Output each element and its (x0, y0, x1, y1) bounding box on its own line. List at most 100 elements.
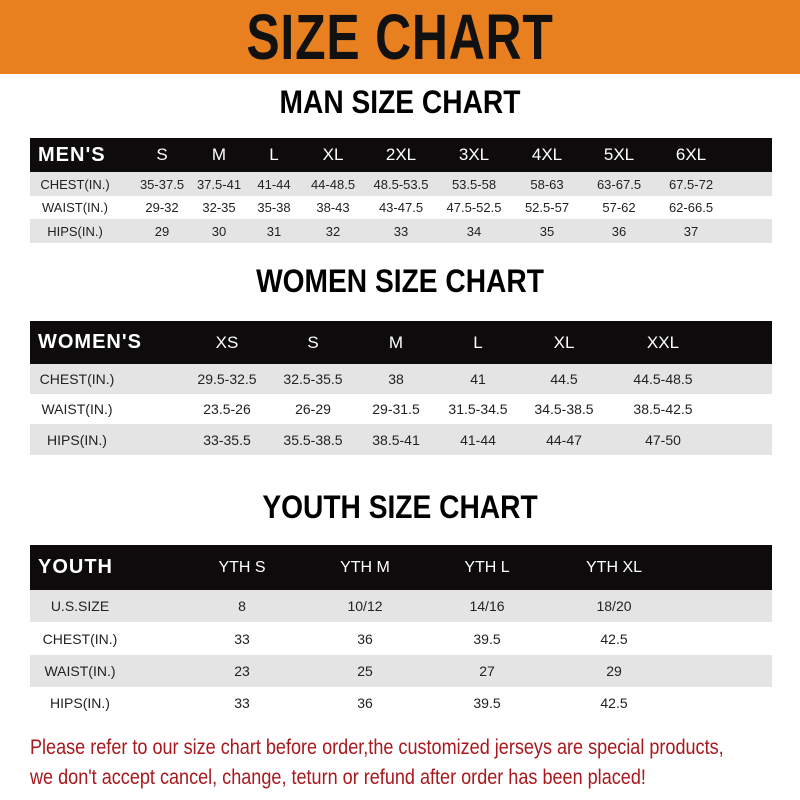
size-column-header: L (269, 145, 279, 164)
table-cell: 10/12 (347, 598, 383, 614)
table-cell: 37 (683, 223, 699, 239)
table-cell: 35 (539, 223, 555, 239)
table-cell: 29 (154, 223, 170, 239)
size-column-header: YTH L (464, 558, 510, 576)
table-cell: 33-35.5 (203, 431, 251, 448)
table-header-row: WOMEN'S XS S M L XL XXL (30, 321, 772, 364)
table-cell: 44-48.5 (310, 176, 356, 192)
table-cell: 39.5 (473, 694, 501, 711)
table-header-label: WOMEN'S (38, 331, 142, 353)
table-cell: 32-35 (202, 200, 236, 215)
table-cell: 44.5 (550, 371, 578, 387)
size-column-header: XS (215, 332, 239, 352)
size-column-header: 5XL (603, 145, 635, 164)
table-cell: 29-32 (145, 200, 179, 215)
table-cell: 33 (393, 223, 409, 239)
table-cell: 52.5-57 (524, 200, 570, 215)
row-label: HIPS(IN.) (47, 431, 107, 448)
table-cell: 35-37.5 (139, 176, 185, 192)
row-label: CHEST(IN.) (42, 630, 118, 647)
size-column-header: 3XL (458, 145, 490, 164)
size-column-header: YTH S (218, 558, 266, 576)
table-cell: 14/16 (469, 598, 505, 614)
size-column-header: L (473, 332, 483, 352)
size-column-header: 2XL (385, 145, 417, 164)
table-cell: 23 (234, 663, 250, 679)
table-cell: 36 (357, 694, 373, 711)
row-label: WAIST(IN.) (42, 200, 108, 215)
table-cell: 39.5 (473, 630, 501, 647)
table-cell: 41 (470, 371, 486, 387)
table-row: CHEST(IN.) 33 36 39.5 42.5 (30, 622, 772, 655)
table-cell: 53.5-58 (451, 176, 497, 192)
size-column-header: M (211, 145, 227, 164)
table-cell: 37.5-41 (196, 176, 242, 192)
table-cell: 62-66.5 (668, 200, 714, 215)
table-cell: 26-29 (295, 401, 331, 417)
table-cell: 32.5-35.5 (283, 371, 343, 387)
table-cell: 38 (388, 371, 404, 387)
table-cell: 35-38 (257, 200, 291, 215)
table-cell: 41-44 (257, 176, 291, 192)
table-cell: 34 (466, 223, 482, 239)
table-cell: 67.5-72 (668, 176, 714, 192)
table-cell: 25 (357, 663, 373, 679)
notice-line-2: we don't accept cancel, change, teturn o… (30, 766, 646, 789)
size-column-header: YTH XL (585, 558, 643, 576)
table-cell: 29.5-32.5 (197, 371, 257, 387)
size-column-header: 6XL (675, 145, 707, 164)
table-row: CHEST(IN.) 35-37.5 37.5-41 41-44 44-48.5 48.5… (30, 172, 772, 196)
table-header-row: YOUTH YTH S YTH M YTH L YTH XL (30, 545, 772, 590)
table-cell: 47.5-52.5 (446, 200, 502, 215)
notice-line-1: Please refer to our size chart before or… (30, 736, 724, 759)
row-label: CHEST(IN.) (39, 371, 115, 387)
row-label: HIPS(IN.) (50, 694, 110, 711)
size-column-header: XL (322, 145, 344, 164)
table-cell: 43-47.5 (378, 200, 424, 215)
table-cell: 33 (234, 694, 250, 711)
men-section-title: MAN SIZE CHART (279, 84, 521, 120)
table-row: HIPS(IN.) 33-35.5 35.5-38.5 38.5-41 41-44 44-… (30, 424, 772, 455)
table-cell: 63-67.5 (596, 176, 642, 192)
size-column-header: XXL (646, 332, 680, 352)
table-cell: 38.5-42.5 (633, 401, 693, 417)
table-cell: 36 (357, 630, 373, 647)
size-column-header: S (156, 145, 168, 164)
row-label: WAIST(IN.) (41, 401, 113, 417)
table-cell: 8 (238, 598, 246, 614)
table-cell: 27 (479, 663, 495, 679)
table-row: CHEST(IN.) 29.5-32.5 32.5-35.5 38 41 44.5 44.5… (30, 364, 772, 394)
table-cell: 31.5-34.5 (448, 401, 508, 417)
table-cell: 44.5-48.5 (633, 371, 693, 387)
table-row: HIPS(IN.) 29 30 31 32 33 34 35 36 37 (30, 219, 772, 243)
row-label: HIPS(IN.) (47, 223, 103, 239)
table-row: WAIST(IN.) 29-32 32-35 35-38 38-43 43-47.5 47.… (30, 196, 772, 219)
table-cell: 32 (325, 223, 341, 239)
table-header-row: MEN'S S M L XL 2XL 3XL 4XL 5XL 6XL (30, 138, 772, 172)
table-header-label: YOUTH (38, 556, 113, 578)
table-cell: 44-47 (546, 431, 582, 448)
table-cell: 34.5-38.5 (534, 401, 594, 417)
size-column-header: XL (553, 332, 575, 352)
table-cell: 33 (234, 630, 250, 647)
table-cell: 42.5 (600, 630, 628, 647)
table-row: WAIST(IN.) 23.5-26 26-29 29-31.5 31.5-34.5 34… (30, 394, 772, 424)
size-column-header: 4XL (531, 145, 563, 164)
table-cell: 30 (211, 223, 227, 239)
youth-section-title: YOUTH SIZE CHART (262, 489, 538, 525)
table-cell: 47-50 (645, 431, 681, 448)
banner-title: SIZE CHART (246, 1, 554, 73)
table-cell: 58-63 (530, 176, 564, 192)
table-cell: 41-44 (460, 431, 496, 448)
row-label: WAIST(IN.) (44, 663, 116, 679)
women-section-title: WOMEN SIZE CHART (256, 263, 544, 299)
table-cell: 38.5-41 (372, 431, 420, 448)
row-label: U.S.SIZE (50, 598, 110, 614)
table-cell: 48.5-53.5 (373, 176, 429, 192)
table-row: U.S.SIZE 8 10/12 14/16 18/20 (30, 590, 772, 622)
size-column-header: YTH M (340, 558, 390, 576)
table-cell: 42.5 (600, 694, 628, 711)
size-column-header: S (307, 332, 319, 352)
table-cell: 35.5-38.5 (283, 431, 343, 448)
size-column-header: M (388, 332, 404, 352)
